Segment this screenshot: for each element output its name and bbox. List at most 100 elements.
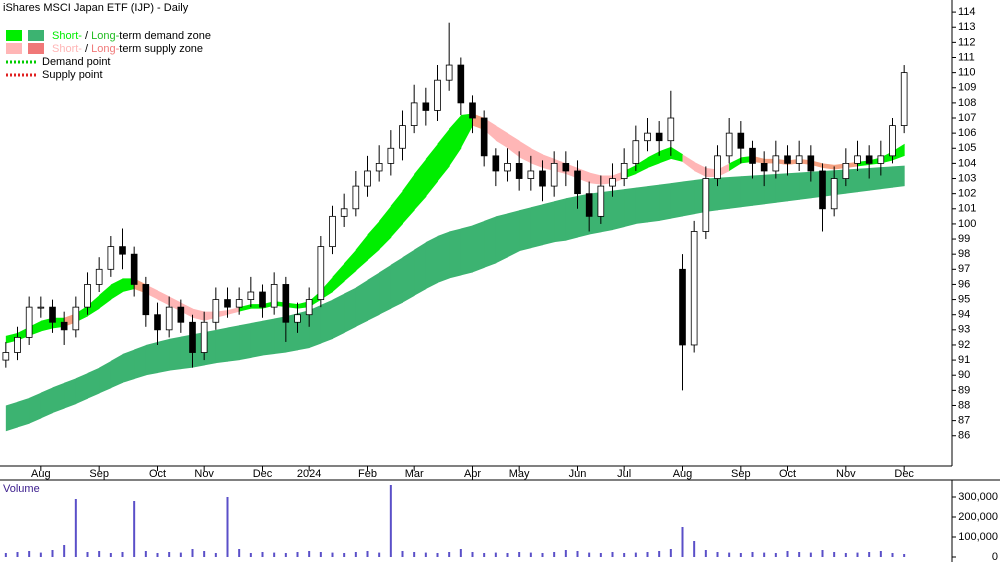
volume-bar: [144, 551, 147, 557]
volume-bar: [891, 553, 894, 557]
short-term-zone: [227, 307, 240, 315]
candle-body: [200, 321, 208, 353]
long-term-zone: [647, 184, 660, 223]
x-tick-label: Nov: [194, 468, 214, 480]
legend-swatch: [28, 43, 44, 54]
candle-body: [609, 178, 616, 187]
candle-body: [877, 155, 885, 164]
candle-body: [667, 117, 675, 142]
volume-bar: [669, 549, 672, 557]
long-term-zone: [320, 299, 333, 344]
legend-swatch: [6, 43, 22, 54]
short-term-zone: [344, 249, 357, 282]
long-term-zone: [740, 175, 753, 208]
long-term-zone: [752, 174, 765, 206]
short-term-zone: [495, 125, 508, 149]
candle-body: [445, 64, 453, 81]
long-term-zone: [565, 195, 578, 241]
short-term-zone: [390, 190, 403, 238]
candle-body: [807, 155, 815, 172]
long-term-zone: [134, 344, 147, 380]
short-term-zone: [192, 308, 205, 321]
candle-body: [410, 102, 418, 126]
long-term-zone: [332, 293, 345, 339]
volume-bar: [903, 554, 906, 557]
volume-bar: [646, 552, 649, 557]
volume-bar: [74, 499, 77, 557]
long-term-zone: [145, 341, 158, 376]
candle-body: [14, 336, 21, 353]
long-term-zone: [495, 213, 508, 264]
candle-body: [154, 314, 161, 331]
y-tick-label: 112: [958, 36, 976, 48]
long-term-zone: [52, 382, 65, 414]
volume-bar: [588, 552, 591, 557]
long-term-zone: [250, 320, 263, 358]
candle-body: [95, 268, 103, 285]
candle-body: [714, 155, 721, 179]
long-term-zone: [857, 167, 870, 193]
legend-part: Short-: [52, 43, 82, 55]
y-tick-label: 110: [958, 67, 976, 79]
y-tick-label: 93: [958, 324, 970, 336]
legend-swatch: [6, 30, 22, 41]
volume-bar: [541, 553, 544, 557]
candle-body: [305, 299, 313, 316]
legend-part: Long-: [91, 43, 119, 55]
long-term-zone: [262, 318, 275, 356]
volume-bar: [424, 552, 427, 557]
candle-body: [60, 321, 68, 331]
candle-body: [235, 299, 243, 308]
volume-bar: [366, 551, 369, 557]
candle-body: [352, 185, 360, 210]
volume-bar: [459, 549, 462, 557]
candle-body: [854, 155, 861, 164]
candle-body: [819, 170, 826, 210]
volume-bar: [413, 552, 416, 557]
chart-title: iShares MSCI Japan ETF (IJP) - Daily: [3, 2, 189, 14]
volume-bar: [833, 552, 836, 557]
volume-bar: [809, 552, 812, 557]
candle-body: [107, 246, 115, 270]
candle-body: [562, 163, 570, 172]
candle-body: [830, 178, 838, 210]
candle-body: [37, 306, 45, 309]
candle-body: [702, 178, 710, 232]
long-term-zone: [612, 189, 625, 230]
volume-bar: [28, 551, 31, 557]
long-term-zone: [414, 242, 427, 296]
long-term-zone: [227, 325, 240, 362]
volume-bar: [179, 552, 182, 557]
volume-bar: [261, 552, 264, 557]
long-term-zone: [554, 198, 567, 243]
volume-bar: [471, 552, 474, 557]
long-term-zone: [682, 180, 695, 217]
long-term-zone: [635, 186, 648, 224]
y-tick-label: 114: [958, 6, 976, 18]
volume-bar: [133, 501, 136, 557]
volume-bar: [681, 527, 684, 557]
volume-bar: [156, 553, 159, 557]
volume-bar: [168, 552, 171, 557]
volume-bar: [51, 550, 54, 557]
volume-bar: [63, 545, 66, 557]
volume-bar: [16, 552, 19, 557]
volume-bar: [786, 551, 789, 557]
short-term-zone: [647, 151, 660, 168]
volume-bar: [751, 552, 754, 557]
candle-body: [165, 306, 173, 331]
short-term-zone: [332, 263, 345, 293]
long-term-zone: [729, 176, 742, 209]
candle-body: [784, 155, 791, 164]
long-term-zone: [29, 392, 42, 424]
long-term-zone: [40, 387, 53, 419]
y-tick-label: 89: [958, 384, 970, 396]
volume-bar: [634, 552, 637, 557]
volume-bar: [856, 552, 859, 557]
long-term-zone: [787, 172, 800, 202]
candle-body: [270, 284, 278, 308]
x-tick-label: Mar: [405, 468, 424, 480]
volume-bar: [284, 553, 287, 557]
y-tick-label: 113: [958, 21, 976, 33]
candle-body: [480, 117, 488, 157]
